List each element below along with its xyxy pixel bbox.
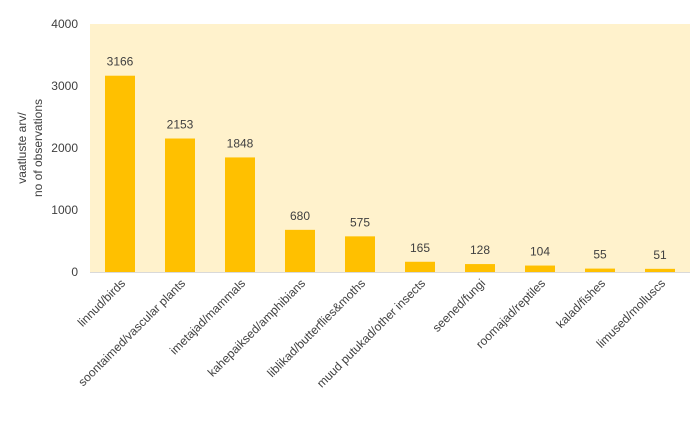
x-tick-label: linnud/birds	[75, 276, 128, 329]
bar	[345, 236, 375, 272]
data-label: 2153	[167, 118, 194, 132]
y-axis-ticks: 0 1000 2000 3000 4000	[51, 17, 78, 279]
x-tick-label: liblikad/butterflies&moths	[264, 276, 368, 380]
data-label: 165	[410, 241, 430, 255]
data-label: 3166	[107, 55, 134, 69]
data-label: 55	[593, 248, 607, 262]
y-tick-label: 4000	[51, 17, 78, 31]
y-tick-label: 3000	[51, 79, 78, 93]
data-labels: 3166 2153 1848 680 575 165 128 104 55 51	[107, 55, 667, 262]
y-axis-title-line-1: vaatluste arv/	[15, 112, 29, 184]
bar	[285, 229, 315, 272]
data-label: 575	[350, 215, 370, 229]
data-label: 104	[530, 245, 550, 259]
bar	[525, 265, 555, 272]
x-tick-label: seened/fungi	[430, 276, 489, 335]
x-tick-label: muud putukad/other insects	[314, 276, 428, 390]
data-label: 128	[470, 243, 490, 257]
bars	[105, 75, 675, 272]
bar	[645, 268, 675, 272]
y-axis-title-line-2: no of observations	[31, 99, 45, 197]
y-tick-label: 2000	[51, 141, 78, 155]
y-tick-label: 0	[71, 265, 78, 279]
data-label: 51	[653, 248, 667, 262]
bar	[465, 264, 495, 272]
bar	[105, 75, 135, 272]
x-tick-label: kahepaiksed/amphibians	[205, 276, 308, 379]
bar	[585, 268, 615, 272]
bar	[165, 138, 195, 272]
data-label: 680	[290, 209, 310, 223]
y-axis-title: vaatluste arv/ no of observations	[15, 99, 45, 197]
x-tick-label: soontaimed/vascular plants	[75, 276, 188, 389]
y-tick-label: 1000	[51, 203, 78, 217]
x-tick-label: kalad/fishes	[553, 276, 608, 331]
data-label: 1848	[227, 136, 254, 150]
bar	[225, 157, 255, 272]
bar	[405, 261, 435, 272]
